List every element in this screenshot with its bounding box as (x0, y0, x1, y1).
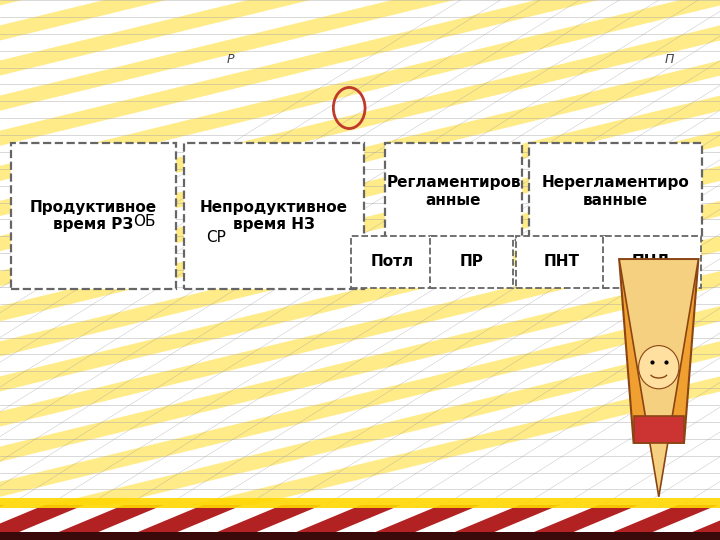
Text: Р: Р (227, 53, 234, 66)
FancyBboxPatch shape (603, 236, 701, 288)
Polygon shape (0, 271, 720, 462)
Polygon shape (634, 505, 720, 540)
Text: ПР: ПР (459, 254, 484, 269)
Polygon shape (619, 259, 698, 443)
Text: ПНТ: ПНТ (544, 254, 580, 269)
FancyBboxPatch shape (529, 143, 702, 240)
Polygon shape (634, 416, 684, 443)
Polygon shape (0, 236, 720, 427)
Bar (0, 532, 720, 540)
Ellipse shape (639, 346, 679, 389)
Polygon shape (396, 505, 520, 540)
Polygon shape (0, 131, 720, 321)
Polygon shape (0, 60, 720, 251)
Bar (0, 505, 720, 540)
Polygon shape (475, 505, 599, 540)
FancyBboxPatch shape (516, 236, 607, 288)
Polygon shape (0, 0, 720, 146)
Polygon shape (317, 505, 441, 540)
Polygon shape (79, 505, 203, 540)
Polygon shape (158, 505, 282, 540)
Polygon shape (0, 0, 720, 181)
Polygon shape (238, 505, 361, 540)
Polygon shape (0, 306, 720, 497)
Polygon shape (0, 376, 720, 540)
Polygon shape (0, 0, 720, 40)
Polygon shape (0, 341, 720, 532)
Polygon shape (0, 0, 720, 76)
Polygon shape (0, 25, 720, 216)
FancyBboxPatch shape (351, 236, 434, 288)
Polygon shape (0, 96, 720, 286)
Text: Непродуктивное
время НЗ: Непродуктивное время НЗ (199, 200, 348, 232)
Text: Регламентиров
анные: Регламентиров анные (387, 176, 521, 208)
Polygon shape (554, 505, 678, 540)
Polygon shape (0, 0, 720, 111)
Text: СР: СР (206, 230, 226, 245)
Polygon shape (0, 201, 720, 392)
Text: ОБ: ОБ (132, 214, 156, 229)
Polygon shape (0, 166, 720, 356)
Polygon shape (0, 505, 45, 540)
Text: Нерегламентиро
ванные: Нерегламентиро ванные (541, 176, 690, 208)
Text: П: П (665, 53, 675, 66)
FancyBboxPatch shape (184, 143, 364, 289)
FancyBboxPatch shape (430, 236, 513, 288)
Polygon shape (713, 505, 720, 540)
Text: Потл: Потл (371, 254, 414, 269)
Text: ПНД: ПНД (632, 254, 671, 269)
Text: Продуктивное
время РЗ: Продуктивное время РЗ (30, 200, 157, 232)
Bar (0, 498, 720, 508)
Polygon shape (0, 0, 720, 5)
FancyBboxPatch shape (385, 143, 522, 240)
FancyBboxPatch shape (11, 143, 176, 289)
Polygon shape (0, 505, 124, 540)
Polygon shape (619, 259, 698, 497)
